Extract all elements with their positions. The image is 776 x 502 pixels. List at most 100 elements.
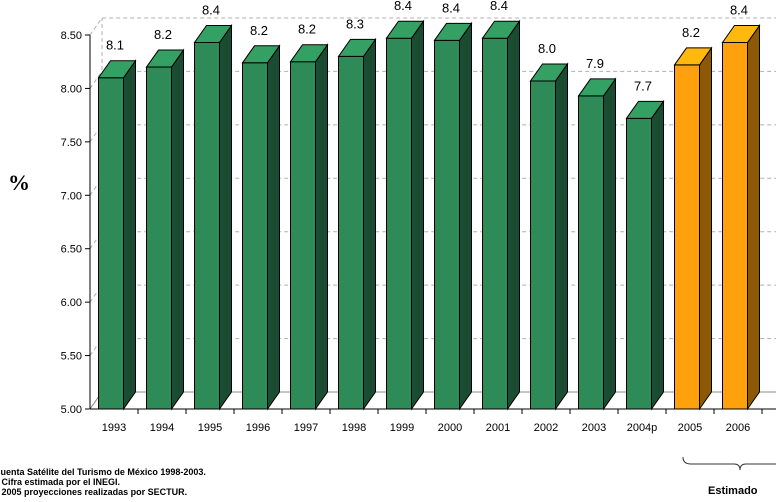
y-axis-label: %: [8, 170, 30, 195]
data-label: 8.4: [730, 2, 748, 17]
bar-front: [482, 37, 508, 410]
y-tick-label: 6.00: [61, 297, 82, 309]
bar-side: [123, 59, 136, 411]
x-tick-label: 2003: [582, 422, 606, 434]
gridline: [89, 231, 776, 250]
bar-side: [459, 21, 472, 411]
y-tick-label: 8.00: [61, 83, 82, 95]
data-label: 8.4: [442, 0, 460, 15]
x-tick-label: 2005: [678, 422, 702, 434]
bar-side: [507, 19, 520, 411]
x-tick-label: 1998: [342, 422, 366, 434]
bar-side: [699, 46, 712, 411]
bar-2004p: [625, 99, 665, 411]
bar-2002: [529, 62, 569, 411]
bar-front: [722, 41, 748, 410]
bar-top: [577, 78, 617, 97]
y-tick-label: 7.00: [61, 190, 82, 202]
bar-1998: [337, 37, 377, 411]
bar-front: [194, 41, 220, 410]
bar-side: [411, 19, 424, 411]
bar-1997: [289, 43, 329, 411]
bar-2006: [721, 23, 761, 411]
bar-top: [529, 63, 569, 82]
data-label: 7.7: [634, 78, 652, 93]
bar-top: [97, 60, 137, 79]
bar-front: [626, 117, 652, 410]
footnote-3: e 2005 proyecciones realizadas por SECTU…: [0, 487, 188, 497]
data-label: 8.1: [106, 38, 124, 53]
bar-1995: [193, 23, 233, 411]
data-label: 8.2: [298, 22, 316, 37]
bracket-line: [682, 456, 776, 471]
footnote-2: 4 Cifra estimada por el INEGI.: [0, 477, 121, 487]
bar-side: [171, 48, 184, 411]
data-label: 8.2: [154, 27, 172, 42]
gridline: [89, 124, 776, 143]
data-label: 8.4: [202, 2, 220, 17]
bar-front: [434, 39, 460, 410]
bar-side: [651, 99, 664, 411]
bar-2003: [577, 77, 617, 411]
y-tick-label: 7.50: [61, 137, 82, 149]
bar-top: [721, 24, 761, 43]
footnote-1: Cuenta Satélite del Turismo de México 19…: [0, 467, 206, 477]
data-label: 8.2: [250, 23, 268, 38]
gridlines: [89, 17, 776, 410]
footnotes: Cuenta Satélite del Turismo de México 19…: [0, 467, 206, 497]
bar-front: [578, 95, 604, 410]
bar-1999: [385, 19, 425, 411]
x-tick-label: 2006: [726, 422, 750, 434]
bar-1993: [97, 59, 137, 411]
bar-front: [290, 61, 316, 410]
bar-front: [98, 77, 124, 410]
bar-top: [193, 24, 233, 43]
x-tick-label: 1993: [102, 422, 126, 434]
x-tick-label: 1995: [198, 422, 222, 434]
bar-side: [603, 77, 616, 411]
bar-front: [242, 62, 268, 410]
bar-side: [555, 62, 568, 411]
bar-side: [315, 43, 328, 411]
bar-top: [289, 44, 329, 63]
y-tick-label: 8.50: [61, 30, 82, 42]
data-label: 8.0: [538, 41, 556, 56]
gridline: [89, 338, 776, 356]
gridline: [89, 284, 776, 303]
x-tick-label: 1999: [390, 422, 414, 434]
bar-top: [145, 49, 185, 68]
data-label: 8.4: [394, 0, 412, 13]
bar-2001: [481, 19, 521, 411]
bar-1994: [145, 48, 185, 411]
bar-side: [363, 37, 376, 411]
x-tick-label: 1994: [150, 422, 174, 434]
bars: [97, 19, 761, 411]
estimated-label: Estimado: [708, 485, 758, 497]
data-label: 7.9: [586, 56, 604, 71]
floor: [89, 391, 776, 410]
gridline: [89, 17, 776, 36]
bar-side: [219, 23, 232, 411]
bar-top: [673, 47, 713, 66]
bar-1996: [241, 44, 281, 411]
gridline: [89, 70, 776, 89]
y-tick-label: 6.50: [61, 244, 82, 256]
data-labels: 8.1 8.2 8.4 8.2 8.2 8.3 8.4 8.4 8.4 8.0 7.9 7.7 8.2 8…: [106, 0, 748, 93]
y-tick-label: 5.50: [61, 351, 82, 363]
bar-top: [385, 20, 425, 39]
data-label: 8.2: [682, 25, 700, 40]
bar-side: [747, 23, 760, 411]
bar-top: [433, 22, 473, 41]
bar-front: [386, 37, 412, 410]
bar-front: [146, 66, 172, 410]
x-tick-label: 2000: [438, 422, 462, 434]
x-tick-label: 2004p: [627, 422, 658, 434]
bar-top: [241, 45, 281, 64]
bar-2000: [433, 21, 473, 411]
x-tick-label: 2001: [486, 422, 510, 434]
bar-top: [481, 20, 521, 39]
bar-2005: [673, 46, 713, 411]
estimated-bracket: [682, 456, 776, 471]
y-tick-label: 5.00: [61, 404, 82, 416]
